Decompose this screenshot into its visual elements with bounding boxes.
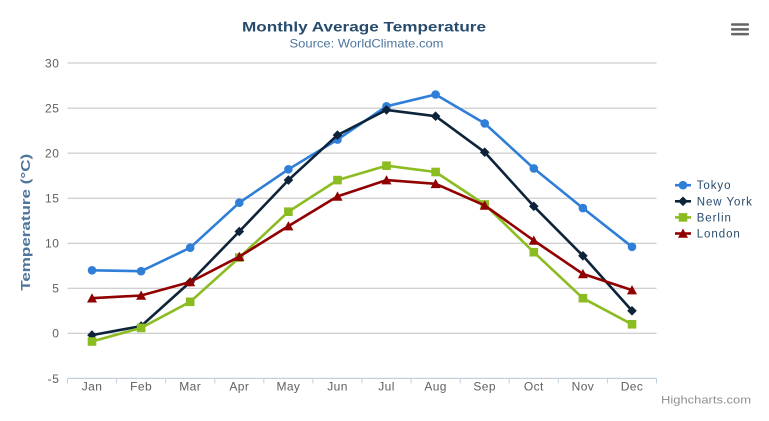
svg-text:Monthly Average Temperature: Monthly Average Temperature bbox=[242, 19, 486, 35]
svg-text:Dec: Dec bbox=[621, 380, 644, 394]
svg-text:Tokyo: Tokyo bbox=[697, 180, 732, 192]
svg-text:New York: New York bbox=[697, 196, 753, 208]
svg-text:Oct: Oct bbox=[524, 380, 544, 394]
svg-text:Jan: Jan bbox=[82, 380, 103, 394]
svg-text:20: 20 bbox=[45, 147, 60, 161]
svg-text:Berlin: Berlin bbox=[697, 212, 732, 224]
svg-text:Highcharts.com: Highcharts.com bbox=[661, 394, 751, 406]
svg-text:London: London bbox=[697, 229, 741, 241]
svg-text:Nov: Nov bbox=[572, 380, 595, 394]
svg-text:Sep: Sep bbox=[473, 380, 496, 394]
svg-text:Jun: Jun bbox=[327, 380, 348, 394]
svg-text:-5: -5 bbox=[48, 372, 60, 386]
svg-text:Mar: Mar bbox=[179, 380, 201, 394]
svg-text:5: 5 bbox=[52, 282, 59, 296]
svg-text:Source: WorldClimate.com: Source: WorldClimate.com bbox=[290, 37, 444, 51]
svg-text:Jul: Jul bbox=[378, 380, 395, 394]
svg-text:Feb: Feb bbox=[130, 380, 152, 394]
svg-text:Apr: Apr bbox=[229, 380, 249, 394]
svg-text:15: 15 bbox=[45, 192, 60, 206]
svg-text:May: May bbox=[276, 380, 300, 394]
svg-text:30: 30 bbox=[45, 56, 60, 70]
svg-text:Aug: Aug bbox=[424, 380, 447, 394]
svg-text:25: 25 bbox=[45, 102, 60, 116]
svg-text:0: 0 bbox=[52, 327, 59, 341]
svg-text:10: 10 bbox=[45, 237, 60, 251]
svg-text:Temperature (°C): Temperature (°C) bbox=[18, 154, 33, 291]
